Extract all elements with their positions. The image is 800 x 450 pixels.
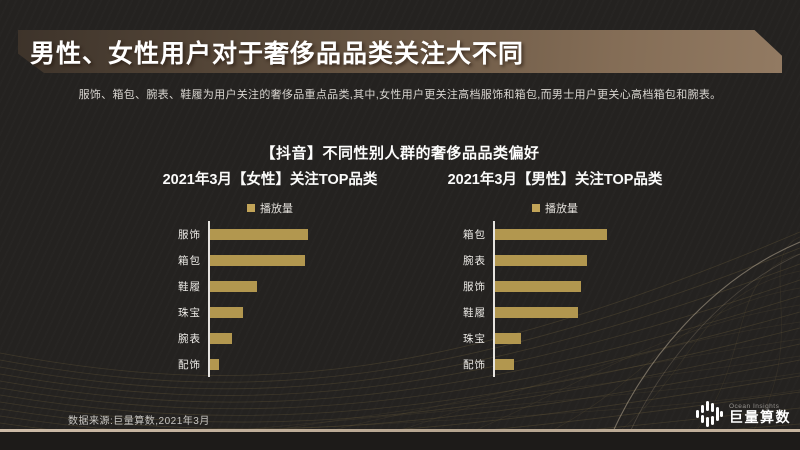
brand-logo: Ocean Insights 巨量算数 — [696, 399, 791, 429]
chart-title: 2021年3月【女性】关注TOP品类 — [162, 172, 378, 188]
bar-track — [493, 273, 695, 299]
bar-row: 服饰 — [130, 221, 410, 247]
page-title: 男性、女性用户对于奢侈品品类关注大不同 — [30, 39, 525, 68]
bar-row: 鞋履 — [415, 299, 695, 325]
bar-腕表 — [495, 254, 587, 266]
bottom-divider-line — [0, 429, 800, 432]
bar-row: 珠宝 — [415, 325, 695, 351]
bar-track — [208, 351, 410, 377]
bar-箱包 — [210, 254, 305, 266]
section-title: 【抖音】不同性别人群的奢侈品品类偏好 — [260, 145, 540, 162]
ocean-insights-logo-icon — [696, 401, 723, 427]
bar-配饰 — [495, 358, 514, 370]
bar-row: 腕表 — [130, 325, 410, 351]
bar-track — [208, 247, 410, 273]
bar-服饰 — [210, 228, 308, 240]
bar-珠宝 — [495, 332, 521, 344]
chart-legend: 播放量 — [415, 202, 695, 215]
category-label: 配饰 — [178, 358, 201, 371]
data-source-note: 数据来源:巨量算数,2021年3月 — [68, 416, 210, 427]
bar-track — [208, 299, 410, 325]
bar-row: 箱包 — [415, 221, 695, 247]
category-label: 配饰 — [463, 358, 486, 371]
bar-row: 服饰 — [415, 273, 695, 299]
bar-鞋履 — [210, 280, 257, 292]
bar-row: 腕表 — [415, 247, 695, 273]
plot-area: 箱包腕表服饰鞋履珠宝配饰 — [415, 221, 695, 377]
brand-name-cn: 巨量算数 — [729, 408, 791, 425]
bar-配饰 — [210, 358, 219, 370]
legend-swatch — [532, 204, 540, 212]
category-label: 鞋履 — [463, 306, 486, 319]
bar-箱包 — [495, 228, 607, 240]
bar-服饰 — [495, 280, 581, 292]
category-label: 箱包 — [178, 254, 201, 267]
bar-row: 箱包 — [130, 247, 410, 273]
bottom-strip — [0, 432, 800, 450]
bar-鞋履 — [495, 306, 578, 318]
plot-area: 服饰箱包鞋履珠宝腕表配饰 — [130, 221, 410, 377]
bar-track — [493, 221, 695, 247]
bar-珠宝 — [210, 306, 243, 318]
bar-row: 鞋履 — [130, 273, 410, 299]
chart-legend: 播放量 — [130, 202, 410, 215]
bar-track — [493, 247, 695, 273]
category-label: 服饰 — [178, 228, 201, 241]
bar-row: 珠宝 — [130, 299, 410, 325]
bar-腕表 — [210, 332, 232, 344]
chart-female-top-categories: 2021年3月【女性】关注TOP品类 播放量 服饰箱包鞋履珠宝腕表配饰 — [130, 168, 410, 377]
category-label: 腕表 — [178, 332, 201, 345]
category-label: 鞋履 — [178, 280, 201, 293]
category-label: 箱包 — [463, 228, 486, 241]
bar-track — [493, 351, 695, 377]
bar-row: 配饰 — [130, 351, 410, 377]
category-label: 珠宝 — [178, 306, 201, 319]
bar-track — [493, 299, 695, 325]
brand-name-en: Ocean Insights — [729, 402, 780, 410]
bar-track — [208, 325, 410, 351]
bar-track — [493, 325, 695, 351]
category-label: 服饰 — [463, 280, 486, 293]
page-subtitle: 服饰、箱包、腕表、鞋履为用户关注的奢侈品重点品类,其中,女性用户更关注高档服饰和… — [78, 89, 722, 101]
title-banner: 男性、女性用户对于奢侈品品类关注大不同 — [18, 30, 782, 73]
category-label: 腕表 — [463, 254, 486, 267]
legend-swatch — [247, 204, 255, 212]
legend-label: 播放量 — [545, 203, 578, 215]
chart-title: 2021年3月【男性】关注TOP品类 — [447, 172, 663, 188]
bar-track — [208, 273, 410, 299]
chart-male-top-categories: 2021年3月【男性】关注TOP品类 播放量 箱包腕表服饰鞋履珠宝配饰 — [415, 168, 695, 377]
legend-label: 播放量 — [260, 203, 293, 215]
category-label: 珠宝 — [463, 332, 486, 345]
bar-track — [208, 221, 410, 247]
bar-row: 配饰 — [415, 351, 695, 377]
